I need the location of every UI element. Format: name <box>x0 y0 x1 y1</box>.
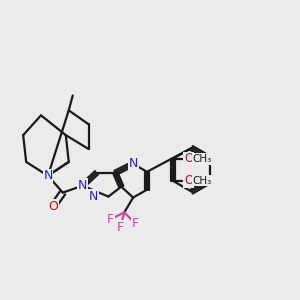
Text: N: N <box>89 190 98 203</box>
Text: N: N <box>78 179 87 192</box>
Text: F: F <box>107 213 114 226</box>
Text: CH₃: CH₃ <box>193 154 212 164</box>
Text: O: O <box>48 200 58 213</box>
Text: O: O <box>184 152 193 165</box>
Text: N: N <box>43 169 52 182</box>
Text: F: F <box>132 217 139 230</box>
Text: N: N <box>128 158 138 170</box>
Text: O: O <box>184 174 193 187</box>
Text: F: F <box>117 221 124 234</box>
Text: CH₃: CH₃ <box>193 176 212 186</box>
